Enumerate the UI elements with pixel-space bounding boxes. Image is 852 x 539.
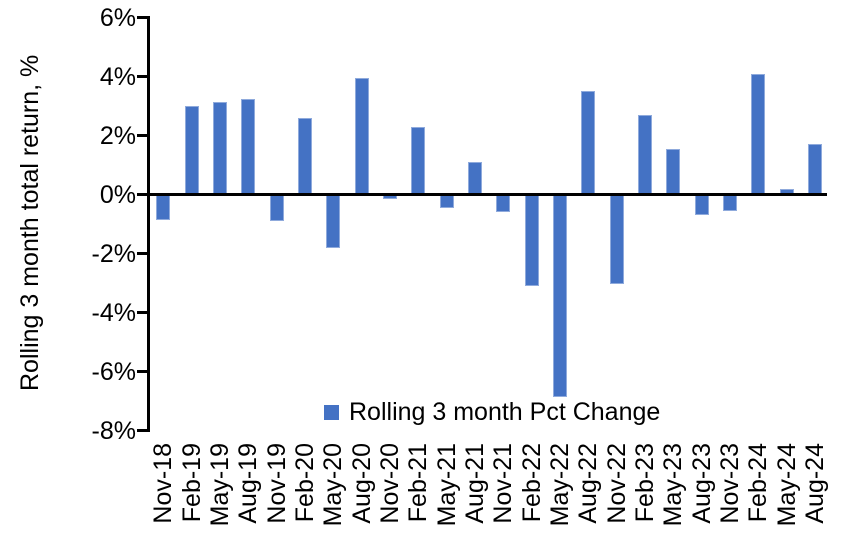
bar-aug-20 — [354, 77, 369, 195]
bar-aug-23 — [694, 194, 709, 216]
x-tick-label: Nov-23 — [715, 443, 744, 524]
bar-feb-23 — [637, 114, 652, 195]
x-tick-label: May-21 — [432, 443, 461, 527]
y-tick-label: -4% — [91, 298, 136, 327]
x-axis-line — [147, 193, 827, 196]
x-tick-label: Aug-19 — [234, 443, 263, 524]
bar-may-20 — [326, 194, 341, 248]
bar-feb-22 — [524, 194, 539, 286]
x-tick-label: May-24 — [772, 443, 801, 527]
x-tick-label: Aug-20 — [347, 443, 376, 524]
bar-may-19 — [212, 101, 227, 195]
x-tick-label: Aug-22 — [574, 443, 603, 524]
bar-may-22 — [552, 194, 567, 397]
legend: Rolling 3 month Pct Change — [324, 398, 660, 426]
y-tick-mark — [137, 16, 147, 19]
y-tick-mark — [137, 311, 147, 314]
x-tick-label: May-20 — [319, 443, 348, 527]
x-tick-label: Nov-22 — [602, 443, 631, 524]
x-tick-label: Aug-21 — [460, 443, 489, 524]
bar-feb-24 — [751, 73, 766, 195]
y-tick-mark — [137, 370, 147, 373]
x-tick-label: Feb-22 — [517, 443, 546, 523]
bar-may-21 — [439, 194, 454, 208]
x-tick-label: Aug-23 — [687, 443, 716, 524]
bar-nov-19 — [269, 194, 284, 222]
y-tick-mark — [137, 429, 147, 432]
x-tick-label: Feb-20 — [290, 443, 319, 523]
x-tick-label: Feb-19 — [177, 443, 206, 523]
bar-nov-23 — [722, 194, 737, 211]
x-tick-label: Nov-20 — [375, 443, 404, 524]
y-tick-mark — [137, 75, 147, 78]
bar-feb-20 — [297, 117, 312, 195]
y-tick-label: 4% — [99, 62, 136, 91]
y-tick-label: -8% — [91, 416, 136, 445]
y-tick-label: -2% — [91, 239, 136, 268]
y-tick-label: -6% — [91, 357, 136, 386]
bar-aug-24 — [807, 144, 822, 195]
y-tick-mark — [137, 193, 147, 196]
x-tick-label: May-23 — [659, 443, 688, 527]
bar-aug-21 — [467, 162, 482, 195]
y-tick-label: 6% — [99, 3, 136, 32]
y-tick-mark — [137, 134, 147, 137]
x-tick-label: May-22 — [545, 443, 574, 527]
y-tick-mark — [137, 252, 147, 255]
y-tick-label: 0% — [99, 180, 136, 209]
bar-feb-19 — [184, 106, 199, 195]
x-tick-label: Nov-21 — [489, 443, 518, 524]
bar-nov-22 — [609, 194, 624, 285]
y-axis-line — [147, 16, 150, 432]
bar-aug-22 — [581, 91, 596, 195]
x-tick-label: Nov-19 — [262, 443, 291, 524]
bar-nov-21 — [496, 194, 511, 213]
bar-nov-18 — [156, 194, 171, 220]
legend-swatch — [324, 404, 339, 420]
x-tick-label: May-19 — [205, 443, 234, 527]
bar-feb-21 — [411, 126, 426, 195]
x-tick-label: Feb-23 — [630, 443, 659, 523]
x-tick-label: Feb-21 — [404, 443, 433, 523]
bar-aug-19 — [241, 98, 256, 195]
x-tick-label: Nov-18 — [149, 443, 178, 524]
y-axis-title: Rolling 3 month total return, % — [16, 54, 44, 392]
bar-may-23 — [666, 148, 681, 195]
bar-may-24 — [779, 188, 794, 195]
bar-nov-20 — [382, 194, 397, 199]
x-tick-label: Aug-24 — [800, 443, 829, 524]
x-tick-label: Feb-24 — [744, 443, 773, 523]
y-tick-label: 2% — [99, 121, 136, 150]
legend-label: Rolling 3 month Pct Change — [349, 397, 661, 426]
